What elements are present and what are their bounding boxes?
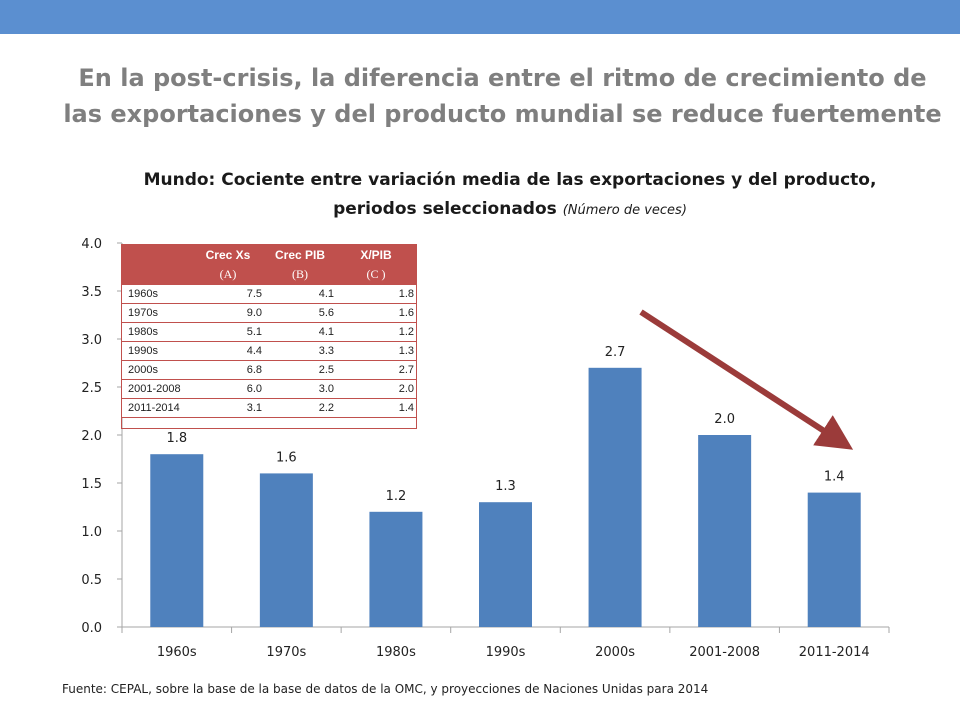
table-cell-value: 3.3 (264, 341, 336, 361)
table-row-period: 1970s (122, 303, 192, 323)
bar (369, 511, 423, 627)
chart-title-main: Mundo: Cociente entre variación media de… (143, 170, 877, 219)
table-cell-value: 3.1 (192, 398, 264, 418)
slide-headline: En la post-crisis, la diferencia entre e… (63, 64, 942, 128)
data-label: 1.3 (495, 479, 516, 494)
table-row: 2000s 6.8 2.5 2.7 (122, 360, 416, 380)
table-subheader-cell: (B) (264, 265, 336, 285)
table-subheader-cell: (C ) (336, 265, 416, 285)
table-row-period: 1980s (122, 322, 192, 342)
bar (479, 502, 532, 627)
table-row: 2011-2014 3.1 2.2 1.4 (122, 398, 416, 418)
table-cell-value: 5.1 (192, 322, 264, 342)
data-table: Crec Xs Crec PIB X/PIB (A) (B) (C ) 1960… (122, 245, 416, 418)
x-tick-label: 1990s (486, 645, 526, 660)
table-cell-value: 1.8 (336, 285, 416, 304)
bars (150, 367, 861, 627)
table-cell-value: 9.0 (192, 303, 264, 323)
chart-title-unit: (Número de veces) (562, 203, 687, 218)
data-label: 1.4 (824, 470, 845, 485)
table-cell-value: 3.0 (264, 379, 336, 399)
y-tick-label: 4.0 (81, 237, 102, 252)
table-cell-value: 1.2 (336, 322, 416, 342)
table-header-cell: Crec Xs (192, 245, 264, 265)
bar (588, 367, 642, 627)
table-row-period: 2000s (122, 360, 192, 380)
data-label: 1.6 (276, 450, 297, 465)
table-cell-value: 2.2 (264, 398, 336, 418)
table-cell-value: 4.1 (264, 322, 336, 342)
x-tick-label: 2000s (595, 645, 635, 660)
table-row-period: 1990s (122, 341, 192, 361)
x-tick-label: 1970s (266, 645, 306, 660)
table-row: 1980s 5.1 4.1 1.2 (122, 322, 416, 342)
table-subheader-cell (122, 265, 192, 285)
bar (698, 435, 752, 627)
data-label: 1.8 (166, 431, 187, 446)
table-row-period: 1960s (122, 285, 192, 304)
y-axis: 0.0 0.5 1.0 1.5 2.0 2.5 3.0 3.5 4.0 (81, 237, 123, 636)
table-cell-value: 2.5 (264, 360, 336, 380)
trend-arrow (639, 309, 854, 450)
data-labels: 1.81.61.21.32.72.01.4 (166, 345, 844, 504)
table-row-period: 2001-2008 (122, 379, 192, 399)
table-header-row: Crec Xs Crec PIB X/PIB (122, 245, 416, 265)
table-cell-value: 6.0 (192, 379, 264, 399)
table-row-period: 2011-2014 (122, 398, 192, 418)
table-row: 1970s 9.0 5.6 1.6 (122, 303, 416, 323)
table-cell-value: 4.1 (264, 285, 336, 304)
y-tick-label: 3.0 (81, 333, 102, 348)
table-row: 1990s 4.4 3.3 1.3 (122, 341, 416, 361)
y-tick-label: 0.0 (81, 621, 102, 636)
table-cell-value: 7.5 (192, 285, 264, 304)
table-cell-value: 1.3 (336, 341, 416, 361)
bar (259, 473, 313, 627)
y-tick-label: 2.5 (81, 381, 102, 396)
data-label: 2.7 (605, 345, 626, 360)
bar (150, 454, 204, 627)
y-tick-label: 2.0 (81, 429, 102, 444)
table-cell-value: 4.4 (192, 341, 264, 361)
table-body: 1960s 7.5 4.1 1.8 1970s 9.0 5.6 1.6 1980s 5.1 4.1 1… (122, 285, 416, 418)
x-tick-label: 1960s (157, 645, 197, 660)
x-tick-label: 2001-2008 (689, 645, 760, 660)
table-cell-value: 5.6 (264, 303, 336, 323)
table-header-cell: X/PIB (336, 245, 416, 265)
chart-title: Mundo: Cociente entre variación media de… (120, 166, 900, 225)
y-tick-label: 3.5 (81, 285, 102, 300)
bar (807, 492, 861, 627)
x-axis: 1960s 1970s 1980s 1990s 2000s 2001-2008 2011-2… (121, 626, 890, 660)
y-tick-label: 1.5 (81, 477, 102, 492)
table-subheader-row: (A) (B) (C ) (122, 265, 416, 285)
table-row: 1960s 7.5 4.1 1.8 (122, 285, 416, 304)
data-label: 1.2 (386, 489, 407, 504)
x-tick-label: 1980s (376, 645, 416, 660)
table-header-cell: Crec PIB (264, 245, 336, 265)
table-row: 2001-2008 6.0 3.0 2.0 (122, 379, 416, 399)
y-tick-label: 1.0 (81, 525, 102, 540)
table-cell-value: 2.0 (336, 379, 416, 399)
table-cell-value: 1.6 (336, 303, 416, 323)
x-tick-label: 2011-2014 (799, 645, 870, 660)
top-bar (0, 0, 960, 34)
y-tick-label: 0.5 (81, 573, 102, 588)
table-cell-value: 6.8 (192, 360, 264, 380)
table-cell-value: 1.4 (336, 398, 416, 418)
table-header-cell (122, 245, 192, 265)
table-cell-value: 2.7 (336, 360, 416, 380)
table-subheader-cell: (A) (192, 265, 264, 285)
data-label: 2.0 (714, 412, 735, 427)
source-note: Fuente: CEPAL, sobre la base de la base … (62, 682, 709, 696)
trend-arrow-line (639, 309, 854, 450)
